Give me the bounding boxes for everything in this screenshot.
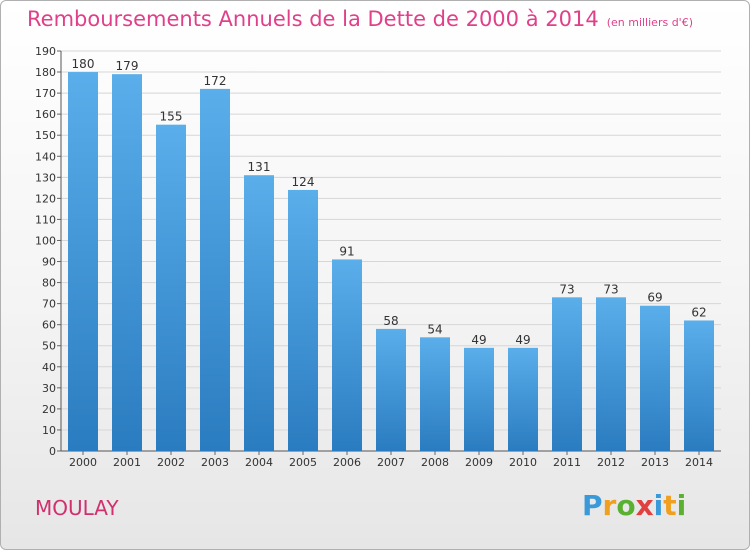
bar xyxy=(552,297,582,451)
y-tick-label: 40 xyxy=(42,361,56,374)
bar xyxy=(376,328,406,451)
logo-letter: P xyxy=(582,489,603,522)
logo-letter: r xyxy=(602,489,617,522)
bar-value-label: 124 xyxy=(292,175,315,189)
x-tick-label: 2000 xyxy=(69,456,97,469)
bar xyxy=(420,337,450,451)
y-tick-label: 170 xyxy=(35,87,56,100)
x-tick-label: 2004 xyxy=(245,456,273,469)
y-tick-label: 130 xyxy=(35,171,56,184)
bar xyxy=(684,320,714,451)
x-tick-label: 2006 xyxy=(333,456,361,469)
x-tick-label: 2014 xyxy=(685,456,713,469)
x-tick-label: 2009 xyxy=(465,456,493,469)
bar xyxy=(156,124,186,452)
x-tick-label: 2007 xyxy=(377,456,405,469)
bar-value-label: 180 xyxy=(72,57,95,71)
bar-value-label: 73 xyxy=(559,282,574,296)
y-tick-label: 120 xyxy=(35,192,56,205)
bar xyxy=(332,259,362,451)
bar-value-label: 172 xyxy=(204,74,227,88)
bar xyxy=(200,88,230,451)
chart-title: Remboursements Annuels de la Dette de 20… xyxy=(27,7,693,31)
y-tick-label: 30 xyxy=(42,382,56,395)
y-tick-label: 10 xyxy=(42,424,56,437)
y-tick-label: 110 xyxy=(35,213,56,226)
logo-letter: t xyxy=(663,489,677,522)
x-tick-label: 2010 xyxy=(509,456,537,469)
logo-letter: i xyxy=(676,489,687,522)
logo-letter: x xyxy=(635,489,654,522)
x-tick-label: 2013 xyxy=(641,456,669,469)
bar xyxy=(464,347,494,451)
commune-name: MOULAY xyxy=(35,496,119,520)
bar-value-label: 155 xyxy=(160,110,183,124)
bar xyxy=(112,74,142,451)
y-tick-label: 140 xyxy=(35,150,56,163)
proxiti-logo: Proxiti xyxy=(582,489,686,522)
logo-letter: o xyxy=(616,489,636,522)
bar-value-label: 49 xyxy=(471,333,486,347)
y-tick-label: 100 xyxy=(35,234,56,247)
bar-value-label: 69 xyxy=(647,291,662,305)
x-tick-label: 2005 xyxy=(289,456,317,469)
y-tick-label: 90 xyxy=(42,256,56,269)
y-tick-label: 190 xyxy=(35,45,56,58)
bar-value-label: 91 xyxy=(339,244,354,258)
y-tick-label: 150 xyxy=(35,129,56,142)
y-tick-label: 20 xyxy=(42,403,56,416)
logo-letter: i xyxy=(653,489,664,522)
x-tick-label: 2012 xyxy=(597,456,625,469)
bar-value-label: 58 xyxy=(383,314,398,328)
bar xyxy=(288,189,318,451)
y-tick-label: 80 xyxy=(42,277,56,290)
x-tick-label: 2008 xyxy=(421,456,449,469)
bar-value-label: 54 xyxy=(427,322,442,336)
bar xyxy=(68,72,98,451)
y-tick-label: 60 xyxy=(42,319,56,332)
bar-value-label: 131 xyxy=(248,160,271,174)
x-tick-label: 2003 xyxy=(201,456,229,469)
bar xyxy=(508,347,538,451)
bar-value-label: 73 xyxy=(603,282,618,296)
bar-value-label: 49 xyxy=(515,333,530,347)
bar xyxy=(596,297,626,451)
y-tick-label: 70 xyxy=(42,298,56,311)
y-tick-label: 0 xyxy=(49,445,56,458)
y-tick-label: 160 xyxy=(35,108,56,121)
bar xyxy=(640,305,670,451)
chart-subtitle: (en milliers d'€) xyxy=(606,16,693,29)
bar-value-label: 62 xyxy=(691,305,706,319)
x-tick-label: 2001 xyxy=(113,456,141,469)
y-tick-label: 50 xyxy=(42,340,56,353)
y-tick-label: 180 xyxy=(35,66,56,79)
x-tick-label: 2002 xyxy=(157,456,185,469)
chart-title-text: Remboursements Annuels de la Dette de 20… xyxy=(27,7,599,31)
bar-value-label: 179 xyxy=(116,59,139,73)
x-tick-label: 2011 xyxy=(553,456,581,469)
bar xyxy=(244,175,274,452)
